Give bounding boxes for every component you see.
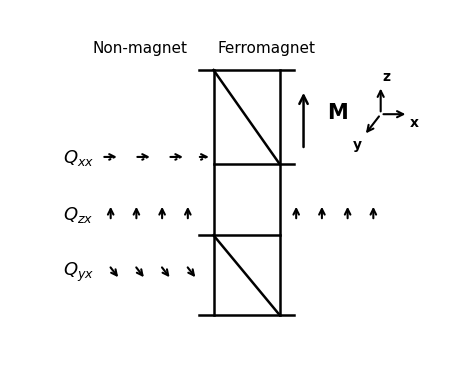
Text: Non-magnet: Non-magnet: [92, 41, 188, 56]
Text: x: x: [410, 115, 419, 130]
Text: y: y: [353, 138, 362, 152]
Text: $Q_{xx}$: $Q_{xx}$: [63, 148, 94, 168]
Text: $Q_{zx}$: $Q_{zx}$: [63, 205, 93, 225]
Text: $\mathbf{M}$: $\mathbf{M}$: [328, 103, 348, 123]
Text: Ferromagnet: Ferromagnet: [218, 41, 316, 56]
Text: $Q_{yx}$: $Q_{yx}$: [63, 261, 94, 284]
Text: z: z: [383, 70, 391, 84]
